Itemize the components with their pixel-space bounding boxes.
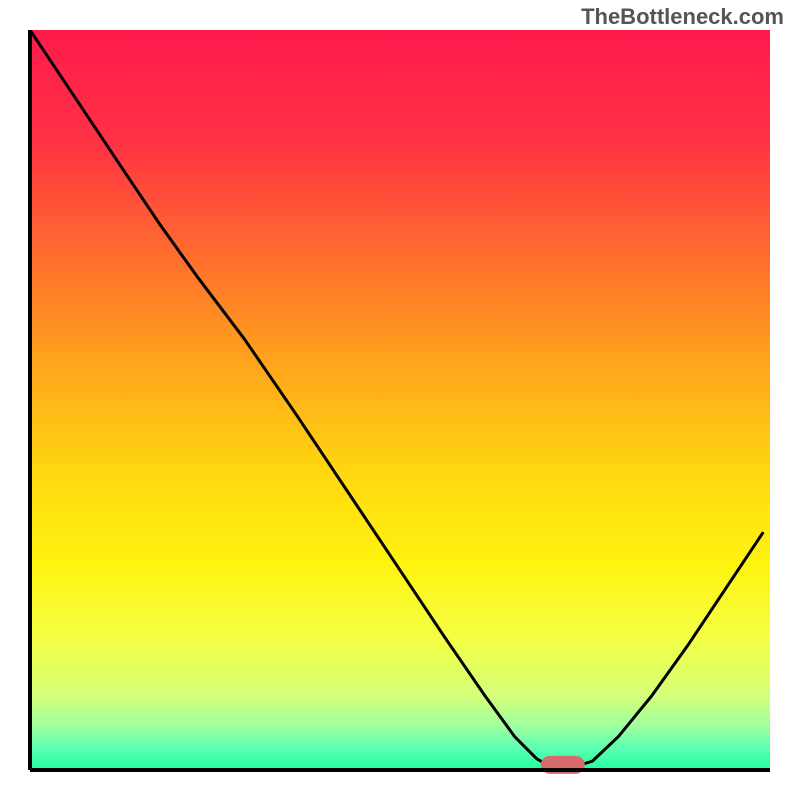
chart-svg [0, 0, 800, 800]
plot-area [30, 30, 770, 774]
watermark-label: TheBottleneck.com [581, 4, 784, 30]
gradient-background [30, 30, 770, 770]
chart-canvas: TheBottleneck.com [0, 0, 800, 800]
